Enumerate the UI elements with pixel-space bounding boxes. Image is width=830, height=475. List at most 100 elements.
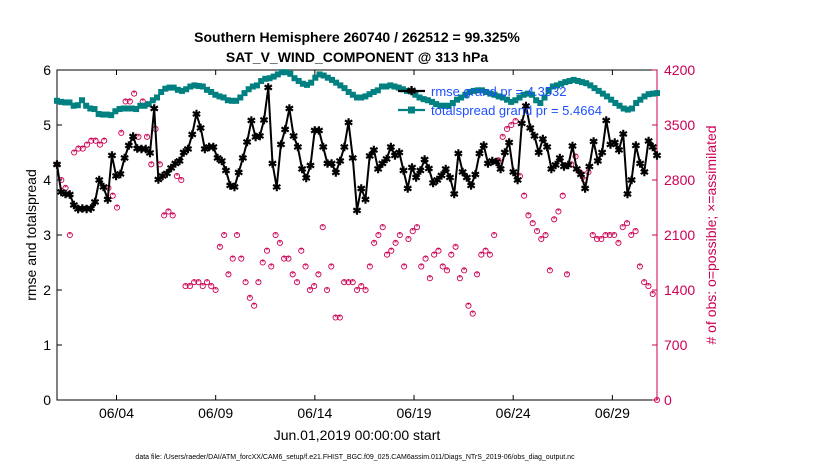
obs-assimilated-point: *: [437, 247, 440, 256]
totalspread-point: [487, 90, 494, 97]
rmse-point: ✱: [264, 83, 273, 95]
y-axis-right-label: # of obs: o=possible; ×=assimilated: [703, 125, 719, 344]
obs-possible-point: [598, 235, 605, 242]
obs-assimilated-point: *: [613, 231, 616, 240]
rmse-point: ✱: [382, 154, 391, 166]
totalspread-point: [383, 83, 390, 90]
obs-possible-point: [216, 243, 223, 250]
obs-assimilated-point: *: [403, 262, 406, 271]
obs-assimilated-point: *: [235, 231, 238, 240]
y-right-tick-label: 3500: [664, 117, 695, 133]
totalspread-point: [424, 97, 431, 104]
totalspread-point: [399, 86, 406, 93]
totalspread-point: [604, 93, 610, 100]
obs-possible-point: [143, 133, 151, 140]
obs-assimilated-point: *: [484, 247, 487, 256]
obs-assimilated-point: *: [355, 286, 358, 295]
obs-assimilated-point: *: [197, 278, 200, 287]
obs-possible-point: [336, 314, 343, 321]
obs-assimilated-point: *: [184, 282, 187, 291]
obs-possible-point: [212, 286, 219, 294]
totalspread-point: [437, 102, 444, 109]
totalspread-point: [287, 70, 294, 77]
obs-possible-point: [148, 161, 155, 168]
rmse-point: ✱: [331, 167, 340, 179]
rmse-point: ✱: [124, 140, 133, 152]
obs-possible-point: [521, 192, 528, 199]
rmse-point: ✱: [395, 148, 404, 160]
obs-assimilated-point: *: [583, 176, 586, 185]
obs-possible-point: [251, 302, 258, 309]
obs-assimilated-point: *: [218, 243, 221, 252]
obs-assimilated-point: *: [548, 266, 551, 275]
obs-possible-point: [135, 133, 142, 140]
rmse-point: ✱: [593, 156, 602, 168]
rmse-point: ✱: [496, 164, 505, 176]
legend: ✱ rmse grand pr = 4.3532 totalspread gra…: [398, 84, 602, 118]
obs-possible-point: [349, 279, 356, 286]
x-tick-label: 06/09: [198, 405, 233, 421]
obs-possible-point: [302, 263, 309, 270]
totalspread-point: [83, 102, 90, 109]
rmse-point: ✱: [238, 153, 247, 165]
totalspread-point: [479, 87, 485, 94]
rmse-point: ✱: [471, 170, 480, 182]
obs-assimilated-point: *: [163, 211, 166, 220]
rmse-point: ✱: [141, 144, 150, 156]
y-right-tick-label: 0: [664, 392, 672, 408]
totalspread-point: [104, 111, 110, 118]
obs-possible-point: [315, 271, 322, 278]
obs-assimilated-point: *: [248, 294, 251, 303]
rmse-point: ✱: [297, 164, 306, 176]
obs-assimilated-point: *: [493, 231, 496, 240]
obs-assimilated-point: *: [398, 231, 401, 240]
totalspread-point: [637, 96, 644, 103]
obs-possible-point: [645, 283, 652, 290]
obs-assimilated-point: *: [591, 231, 594, 240]
rmse-point: ✱: [559, 161, 568, 173]
obs-assimilated-point: *: [561, 192, 564, 201]
rmse-point: ✱: [564, 160, 573, 172]
rmse-point: ✱: [648, 142, 657, 154]
rmse-point: ✱: [623, 189, 632, 201]
totalspread-point: [91, 106, 98, 113]
obs-assimilated-point: *: [415, 223, 418, 232]
y-left-tick-label: 6: [43, 62, 51, 78]
obs-assimilated-point: *: [227, 270, 230, 279]
totalspread-point: [220, 94, 227, 101]
rmse-point: ✱: [293, 142, 302, 154]
rmse-point: ✱: [407, 162, 416, 174]
totalspread-point: [95, 111, 102, 117]
totalspread-point: [345, 89, 352, 95]
obs-possible-point: [311, 283, 318, 290]
totalspread-point: [245, 86, 252, 93]
obs-possible-point: [66, 231, 73, 239]
rmse-point: ✱: [95, 175, 104, 187]
totalspread-point: [62, 99, 69, 106]
rmse-point: ✱: [450, 189, 459, 201]
rmse-point: ✱: [221, 166, 230, 178]
x-tick-label: 06/29: [595, 405, 630, 421]
totalspread-point: [304, 81, 310, 88]
obs-assimilated-point: *: [291, 270, 294, 279]
obs-possible-point: [182, 283, 189, 290]
obs-assimilated-point: *: [77, 145, 80, 154]
obs-assimilated-point: *: [630, 231, 633, 240]
totalspread-point: [199, 83, 206, 90]
totalspread-point: [570, 76, 577, 83]
obs-possible-point: [448, 251, 455, 258]
rmse-point: ✱: [441, 164, 450, 176]
obs-possible-point: [225, 271, 232, 278]
obs-assimilated-point: *: [283, 255, 286, 264]
obs-possible-point: [362, 286, 369, 294]
rmse-point: ✱: [86, 204, 95, 216]
rmse-point: ✱: [154, 174, 163, 186]
rmse-point: ✱: [416, 166, 425, 178]
totalspread-point: [249, 83, 256, 90]
obs-possible-point: [388, 247, 395, 254]
rmse-point: ✱: [589, 137, 598, 149]
rmse-point: ✱: [205, 142, 214, 154]
obs-assimilated-point: *: [471, 310, 474, 319]
rmse-point: ✱: [357, 183, 366, 195]
